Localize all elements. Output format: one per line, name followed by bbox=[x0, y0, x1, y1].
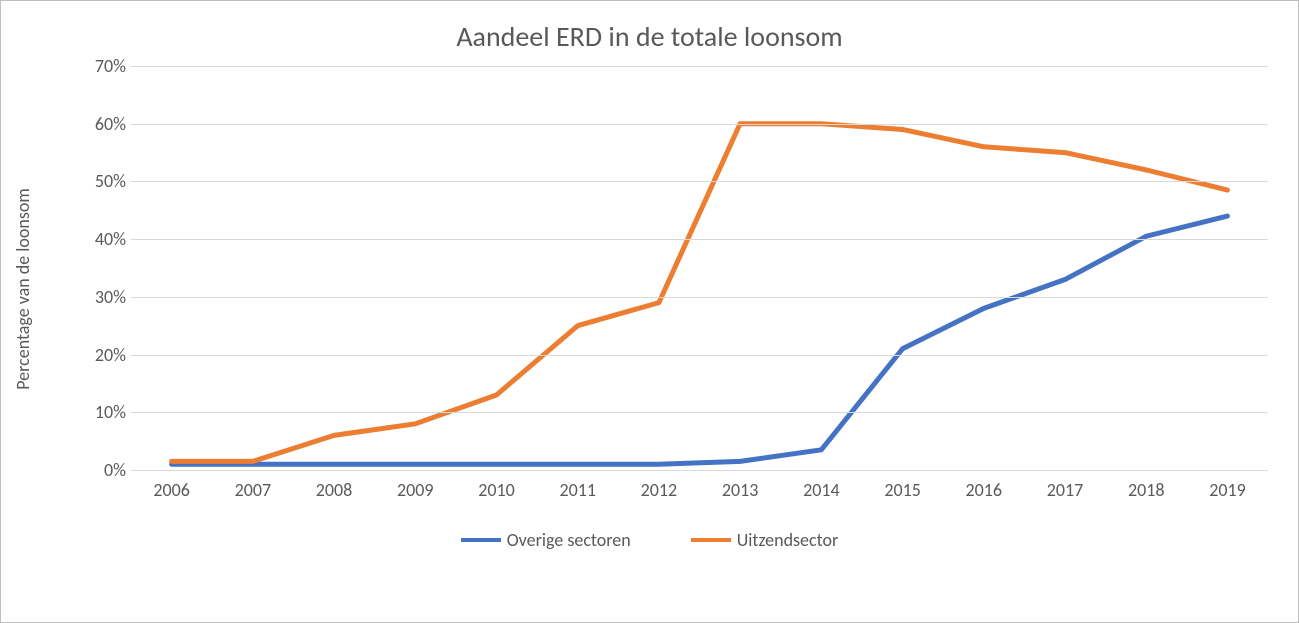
gridline bbox=[131, 181, 1268, 182]
legend-label-uitzend: Uitzendsector bbox=[737, 529, 839, 551]
gridline bbox=[131, 239, 1268, 240]
y-tick-label: 50% bbox=[76, 170, 126, 192]
gridline bbox=[131, 66, 1268, 67]
legend-item-uitzend: Uitzendsector bbox=[691, 529, 839, 551]
y-tick-label: 10% bbox=[76, 401, 126, 423]
y-tick-label: 60% bbox=[76, 113, 126, 135]
x-tick-label: 2009 bbox=[375, 471, 456, 511]
series-line bbox=[172, 124, 1228, 462]
x-tick-label: 2008 bbox=[293, 471, 374, 511]
x-tick-label: 2012 bbox=[618, 471, 699, 511]
x-tick-label: 2011 bbox=[537, 471, 618, 511]
x-tick-label: 2016 bbox=[943, 471, 1024, 511]
gridline bbox=[131, 124, 1268, 125]
x-axis-labels: 2006200720082009201020112012201320142015… bbox=[131, 471, 1268, 511]
y-tick-label: 40% bbox=[76, 228, 126, 250]
y-tick-label: 0% bbox=[76, 459, 126, 481]
legend: Overige sectoren Uitzendsector bbox=[11, 529, 1288, 551]
x-tick-label: 2017 bbox=[1024, 471, 1105, 511]
gridline bbox=[131, 412, 1268, 413]
y-axis-label: Percentage van de loonsom bbox=[12, 188, 34, 390]
chart-container: Aandeel ERD in de totale loonsom Percent… bbox=[0, 0, 1299, 623]
legend-item-overige: Overige sectoren bbox=[461, 529, 631, 551]
plot-area: 0%10%20%30%40%50%60%70% bbox=[131, 66, 1268, 471]
x-tick-label: 2014 bbox=[781, 471, 862, 511]
x-tick-label: 2015 bbox=[862, 471, 943, 511]
series-line bbox=[172, 216, 1228, 464]
x-tick-label: 2018 bbox=[1106, 471, 1187, 511]
legend-label-overige: Overige sectoren bbox=[507, 529, 631, 551]
legend-swatch-uitzend bbox=[691, 538, 731, 542]
chart-lines-svg bbox=[131, 66, 1268, 470]
chart-title: Aandeel ERD in de totale loonsom bbox=[11, 19, 1288, 54]
gridline bbox=[131, 355, 1268, 356]
gridline bbox=[131, 297, 1268, 298]
y-tick-label: 70% bbox=[76, 55, 126, 77]
plot-wrapper: Percentage van de loonsom 0%10%20%30%40%… bbox=[71, 66, 1268, 511]
x-tick-label: 2010 bbox=[456, 471, 537, 511]
x-tick-label: 2019 bbox=[1187, 471, 1268, 511]
legend-swatch-overige bbox=[461, 538, 501, 542]
x-tick-label: 2007 bbox=[212, 471, 293, 511]
x-tick-label: 2006 bbox=[131, 471, 212, 511]
y-tick-label: 30% bbox=[76, 286, 126, 308]
x-tick-label: 2013 bbox=[700, 471, 781, 511]
y-tick-label: 20% bbox=[76, 344, 126, 366]
